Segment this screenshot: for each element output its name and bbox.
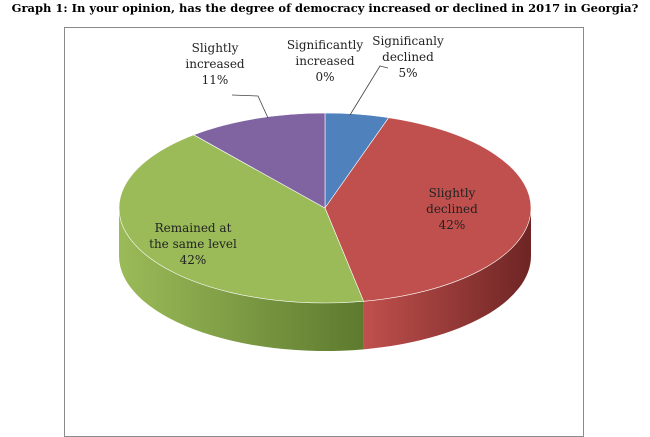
data-label-1: Slightly declined 42% — [426, 186, 478, 232]
pie-slice-3 — [192, 112, 326, 209]
leader-line-0 — [349, 65, 389, 116]
pie-slice-2 — [118, 134, 365, 304]
pie-slice-1 — [324, 117, 532, 302]
pie-labels: Significanly declined 5% Slightly declined 42… — [149, 34, 478, 267]
pie-side-2 — [119, 208, 364, 351]
leader-line-3 — [231, 94, 269, 119]
data-label-0: Significanly declined 5% — [372, 34, 444, 80]
chart-title: Graph 1: In your opinion, has the degree… — [11, 1, 639, 15]
data-label-3: Slightly increased 11% — [185, 41, 245, 87]
pie-side-walls — [119, 208, 531, 351]
data-label-4: Significantly increased 0% — [287, 38, 364, 84]
pie-side-1 — [363, 208, 531, 350]
data-label-2: Remained at the same level 42% — [149, 221, 237, 267]
pie-slices — [118, 112, 532, 304]
